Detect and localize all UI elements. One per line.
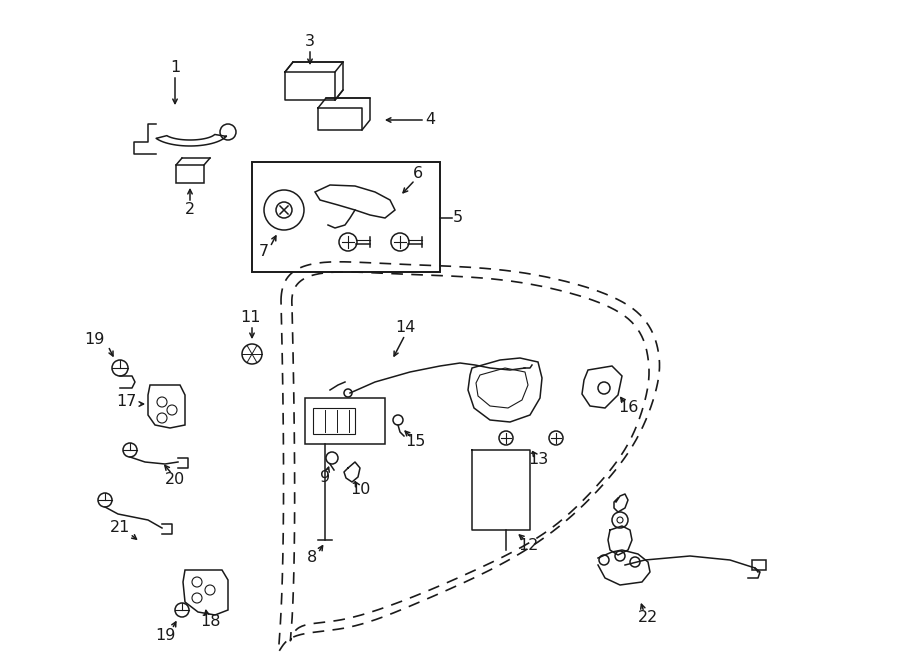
Text: 8: 8 (307, 551, 317, 566)
Text: 21: 21 (110, 520, 130, 535)
Text: 10: 10 (350, 483, 370, 498)
Text: 12: 12 (518, 537, 538, 553)
Text: 11: 11 (239, 311, 260, 325)
Text: 14: 14 (395, 321, 415, 336)
Text: 6: 6 (413, 167, 423, 182)
Text: 4: 4 (425, 112, 435, 128)
Text: 17: 17 (116, 395, 136, 410)
Polygon shape (183, 570, 228, 615)
Text: 19: 19 (155, 627, 176, 642)
Text: 3: 3 (305, 34, 315, 50)
Polygon shape (582, 366, 622, 408)
Bar (252, 162, 440, 272)
Text: 1: 1 (170, 61, 180, 75)
Text: 18: 18 (200, 615, 220, 629)
Text: 22: 22 (638, 611, 658, 625)
Text: 2: 2 (184, 202, 195, 217)
Bar (313, 408, 355, 434)
Text: 5: 5 (453, 210, 464, 225)
Polygon shape (468, 358, 542, 422)
Bar (305, 398, 385, 444)
Text: 15: 15 (405, 434, 425, 449)
Bar (176, 165, 204, 183)
Text: 13: 13 (528, 453, 548, 467)
Text: 9: 9 (320, 471, 330, 485)
Text: 20: 20 (165, 473, 185, 488)
Polygon shape (315, 185, 395, 218)
Bar (752, 560, 766, 570)
Text: 7: 7 (259, 245, 269, 260)
Text: 19: 19 (84, 332, 104, 348)
Text: 16: 16 (617, 401, 638, 416)
Polygon shape (148, 385, 185, 428)
